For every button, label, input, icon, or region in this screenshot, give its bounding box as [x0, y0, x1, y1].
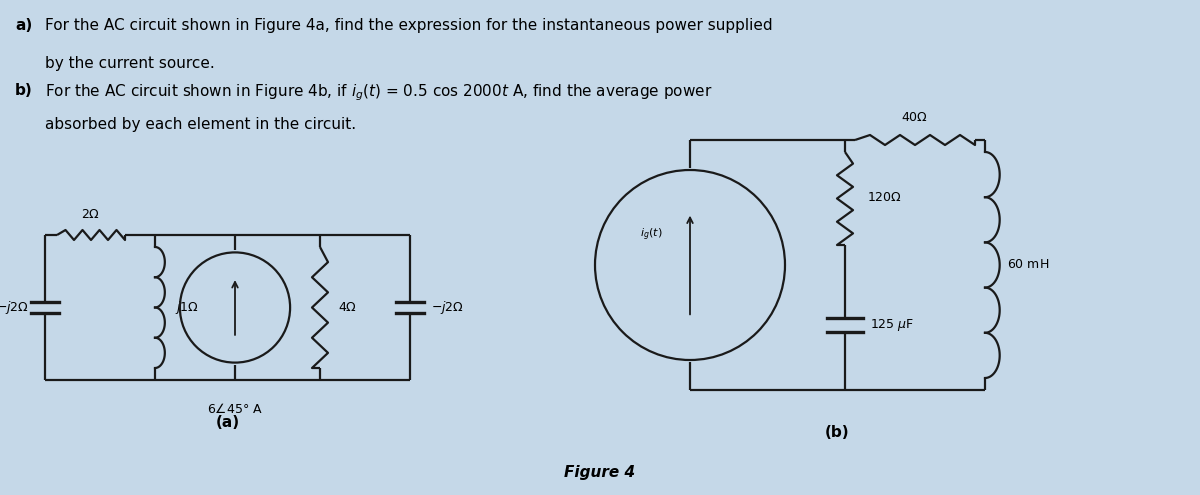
- Text: $4\Omega$: $4\Omega$: [338, 301, 358, 314]
- Text: $-j2\Omega$: $-j2\Omega$: [0, 299, 30, 316]
- Text: $j1\Omega$: $j1\Omega$: [175, 299, 199, 316]
- Text: $120\Omega$: $120\Omega$: [866, 191, 902, 204]
- Text: $6\angle45°$ A: $6\angle45°$ A: [208, 402, 263, 416]
- Text: absorbed by each element in the circuit.: absorbed by each element in the circuit.: [46, 117, 356, 132]
- Text: (a): (a): [216, 415, 240, 430]
- Text: $125\ \mu\mathrm{F}$: $125\ \mu\mathrm{F}$: [870, 317, 914, 333]
- Text: $i_g(t)$: $i_g(t)$: [640, 227, 662, 243]
- Text: For the AC circuit shown in Figure 4b, if $i_g(t)$ = 0.5 cos 2000$t$ A, find the: For the AC circuit shown in Figure 4b, i…: [46, 83, 713, 103]
- Text: $60\ \mathrm{mH}$: $60\ \mathrm{mH}$: [1007, 258, 1049, 271]
- Text: a): a): [14, 18, 32, 33]
- Text: $2\Omega$: $2\Omega$: [82, 208, 101, 221]
- Text: $-j2\Omega$: $-j2\Omega$: [432, 299, 464, 316]
- Text: by the current source.: by the current source.: [46, 56, 215, 71]
- Text: $40\Omega$: $40\Omega$: [901, 111, 929, 124]
- Text: For the AC circuit shown in Figure 4a, find the expression for the instantaneous: For the AC circuit shown in Figure 4a, f…: [46, 18, 773, 33]
- Text: b): b): [14, 83, 32, 98]
- Text: Figure 4: Figure 4: [564, 465, 636, 480]
- Text: (b): (b): [826, 425, 850, 440]
